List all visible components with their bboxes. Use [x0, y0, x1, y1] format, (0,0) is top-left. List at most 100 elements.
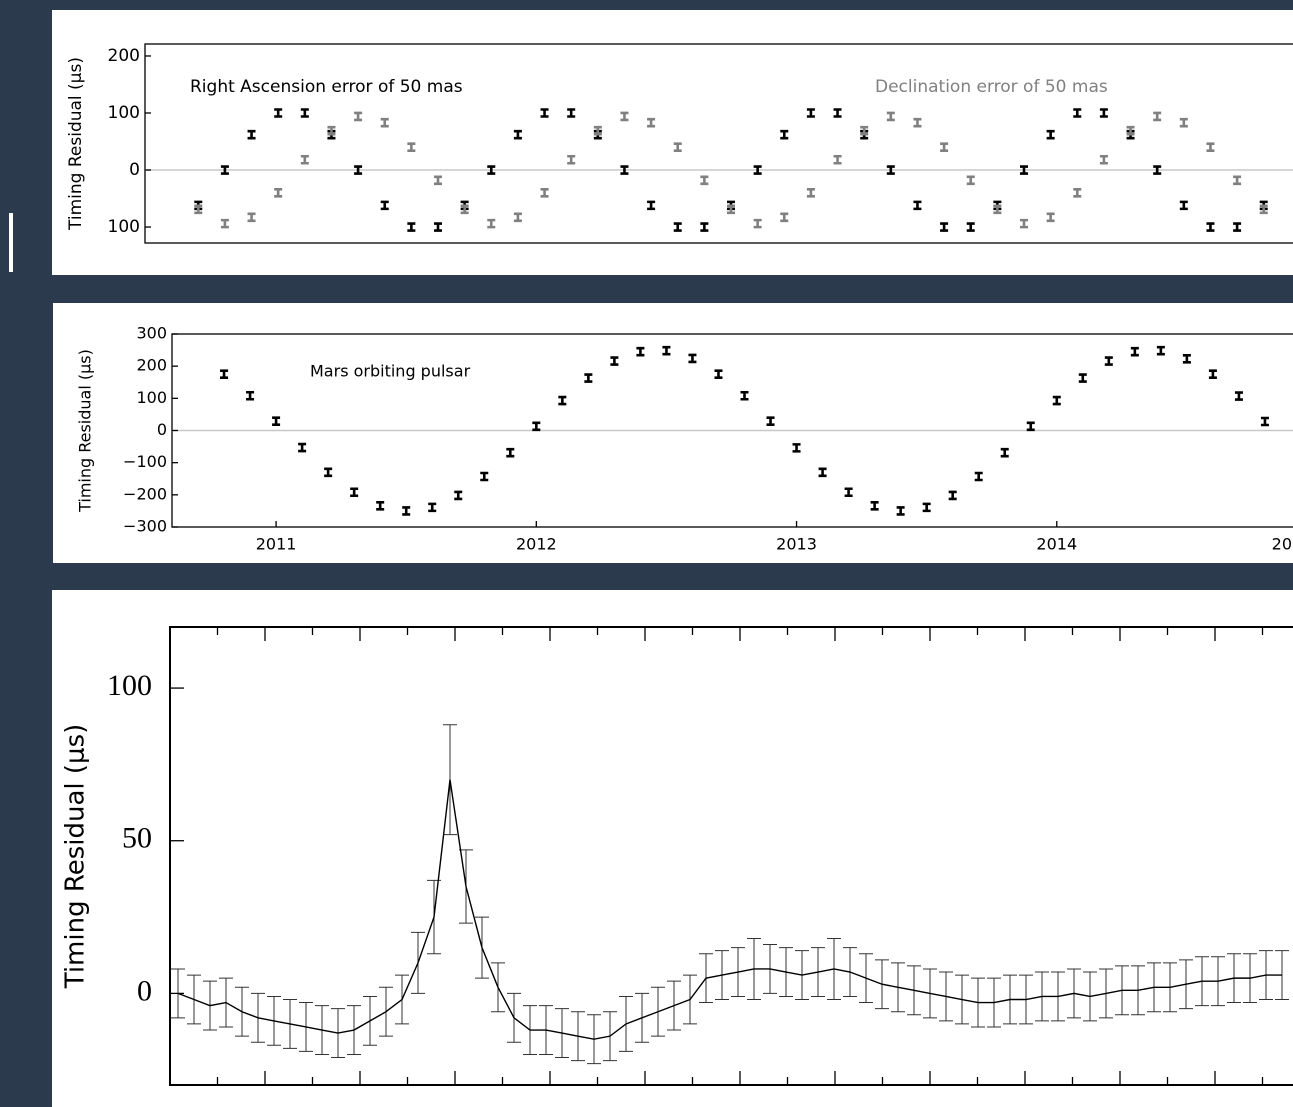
- data-point: [860, 125, 869, 136]
- data-point: [407, 142, 416, 153]
- data-point: [487, 165, 496, 175]
- data-point: [454, 490, 463, 501]
- data-point: [567, 108, 576, 118]
- data-point: [298, 442, 307, 453]
- data-point: [272, 416, 281, 426]
- data-point: [1233, 222, 1242, 232]
- data-point: [647, 117, 656, 128]
- data-point: [350, 487, 359, 498]
- data-point: [886, 111, 895, 122]
- data-point: [620, 111, 629, 122]
- data-point: [1179, 117, 1188, 128]
- data-point: [460, 204, 469, 215]
- data-point: [220, 218, 229, 229]
- data-point: [1259, 204, 1268, 215]
- data-point: [792, 443, 801, 453]
- data-point: [402, 506, 411, 516]
- y-tick-label: 0: [129, 160, 140, 180]
- y-axis-label: Timing Residual (μs): [61, 724, 91, 990]
- y-tick-label: 0: [157, 420, 167, 439]
- data-point: [380, 200, 389, 211]
- data-point: [1156, 345, 1165, 356]
- data-point: [673, 222, 682, 232]
- data-point: [662, 345, 671, 356]
- data-point: [688, 353, 697, 364]
- data-point: [913, 200, 922, 211]
- data-point: [1130, 346, 1139, 357]
- data-point: [540, 188, 549, 198]
- data-point: [870, 500, 879, 511]
- data-point: [407, 222, 416, 232]
- data-point: [246, 390, 255, 401]
- data-point: [620, 165, 629, 175]
- data-point: [593, 125, 602, 136]
- x-tick-label: 2011: [256, 535, 297, 554]
- data-point: [584, 373, 593, 383]
- data-point: [610, 356, 619, 366]
- data-point: [1104, 356, 1113, 366]
- data-point: [1099, 154, 1108, 165]
- data-point: [434, 175, 442, 186]
- data-point: [1208, 369, 1217, 380]
- data-point: [1153, 165, 1162, 175]
- data-point: [922, 502, 931, 513]
- data-point: [780, 212, 789, 223]
- y-tick-label: 200: [108, 46, 140, 66]
- data-point: [966, 175, 975, 186]
- data-point: [1020, 165, 1028, 175]
- data-point: [247, 129, 256, 140]
- data-point: [506, 447, 515, 458]
- panel: [52, 10, 1293, 275]
- data-point: [376, 500, 385, 511]
- data-point: [274, 108, 283, 118]
- data-point: [1020, 218, 1028, 229]
- plot-frame: [144, 43, 1293, 244]
- data-point: [966, 222, 975, 232]
- data-point: [354, 165, 363, 175]
- data-point: [740, 390, 749, 401]
- data-point: [806, 108, 815, 118]
- data-point: [1206, 222, 1215, 232]
- data-point: [700, 175, 709, 186]
- x-tick-label: 2012: [516, 535, 557, 554]
- data-point: [194, 204, 203, 215]
- data-point: [886, 165, 895, 175]
- data-point: [540, 108, 549, 118]
- data-point: [636, 346, 645, 357]
- data-point: [567, 154, 576, 165]
- data-point: [428, 502, 437, 513]
- annotation: Mars orbiting pulsar: [310, 362, 471, 381]
- data-point: [647, 200, 656, 211]
- data-point: [1046, 129, 1055, 140]
- data-point: [993, 204, 1002, 215]
- data-point: [1073, 188, 1082, 198]
- data-point: [1182, 353, 1191, 364]
- data-point: [780, 129, 789, 140]
- y-tick-label: 100: [107, 669, 152, 702]
- data-point: [274, 188, 283, 198]
- data-point: [818, 467, 827, 478]
- data-point: [1260, 416, 1269, 427]
- slide-accent: [9, 213, 13, 272]
- y-tick-label: 0: [137, 974, 152, 1007]
- data-point: [487, 218, 496, 229]
- data-point: [1126, 125, 1135, 136]
- y-axis-label: Timing Residual (μs): [76, 349, 95, 513]
- y-tick-label: 100: [136, 388, 167, 407]
- data-point: [1052, 395, 1061, 406]
- data-point: [766, 416, 775, 426]
- data-point: [753, 165, 762, 175]
- data-point: [300, 108, 309, 118]
- data-point: [940, 222, 949, 232]
- data-point: [833, 108, 842, 118]
- data-point: [247, 212, 256, 223]
- data-point: [513, 129, 522, 140]
- data-point: [380, 117, 389, 128]
- y-tick-label: 50: [122, 822, 152, 855]
- data-point: [1153, 111, 1162, 122]
- data-point: [434, 222, 442, 232]
- series-label: Right Ascension error of 50 mas: [190, 77, 463, 97]
- data-point: [558, 395, 567, 406]
